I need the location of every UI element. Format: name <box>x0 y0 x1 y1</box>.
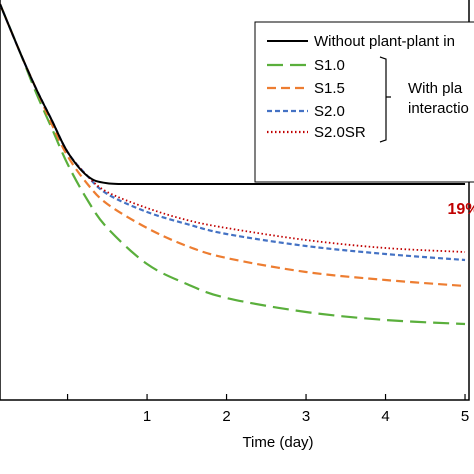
series-layer <box>0 3 466 326</box>
legend-label-s2-0: S2.0 <box>314 103 345 120</box>
x-tick-label: 2 <box>222 408 230 425</box>
x-tick-label: 4 <box>381 408 389 425</box>
x-tick-label: 1 <box>143 408 151 425</box>
legend-label-s1-0: S1.0 <box>314 57 345 74</box>
legend-group-label-line2: interactio <box>408 100 469 117</box>
series-line-s2-0sr <box>0 3 466 253</box>
x-axis: 1 2 3 4 5 <box>66 394 469 425</box>
legend-group-label-line1: With pla <box>408 80 463 97</box>
legend-label-s1-5: S1.5 <box>314 80 345 97</box>
annotation-label: 19% <box>448 201 474 218</box>
x-axis-title: Time (day) <box>242 434 313 451</box>
series-line-s1-0 <box>0 3 466 326</box>
x-tick-label: 3 <box>302 408 310 425</box>
legend-label-without-interaction: Without plant-plant in <box>314 33 455 50</box>
x-tick-label: 5 <box>461 408 469 425</box>
plot-area-frame <box>0 0 470 401</box>
legend-box <box>254 21 474 183</box>
legend-group-bracket <box>379 56 391 143</box>
legend: Without plant-plant in S1.0 S1.5 S2.0 S2… <box>254 21 474 183</box>
series-line-without-plant-plant-in <box>0 3 466 186</box>
legend-label-s2-0sr: S2.0SR <box>314 124 366 141</box>
